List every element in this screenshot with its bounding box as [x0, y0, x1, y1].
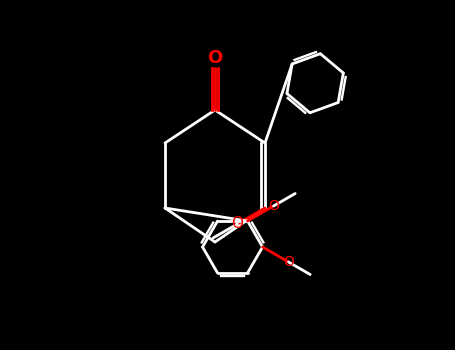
Text: O: O [231, 217, 243, 231]
Text: O: O [268, 199, 279, 213]
Text: O: O [283, 255, 294, 269]
Text: O: O [207, 49, 222, 67]
